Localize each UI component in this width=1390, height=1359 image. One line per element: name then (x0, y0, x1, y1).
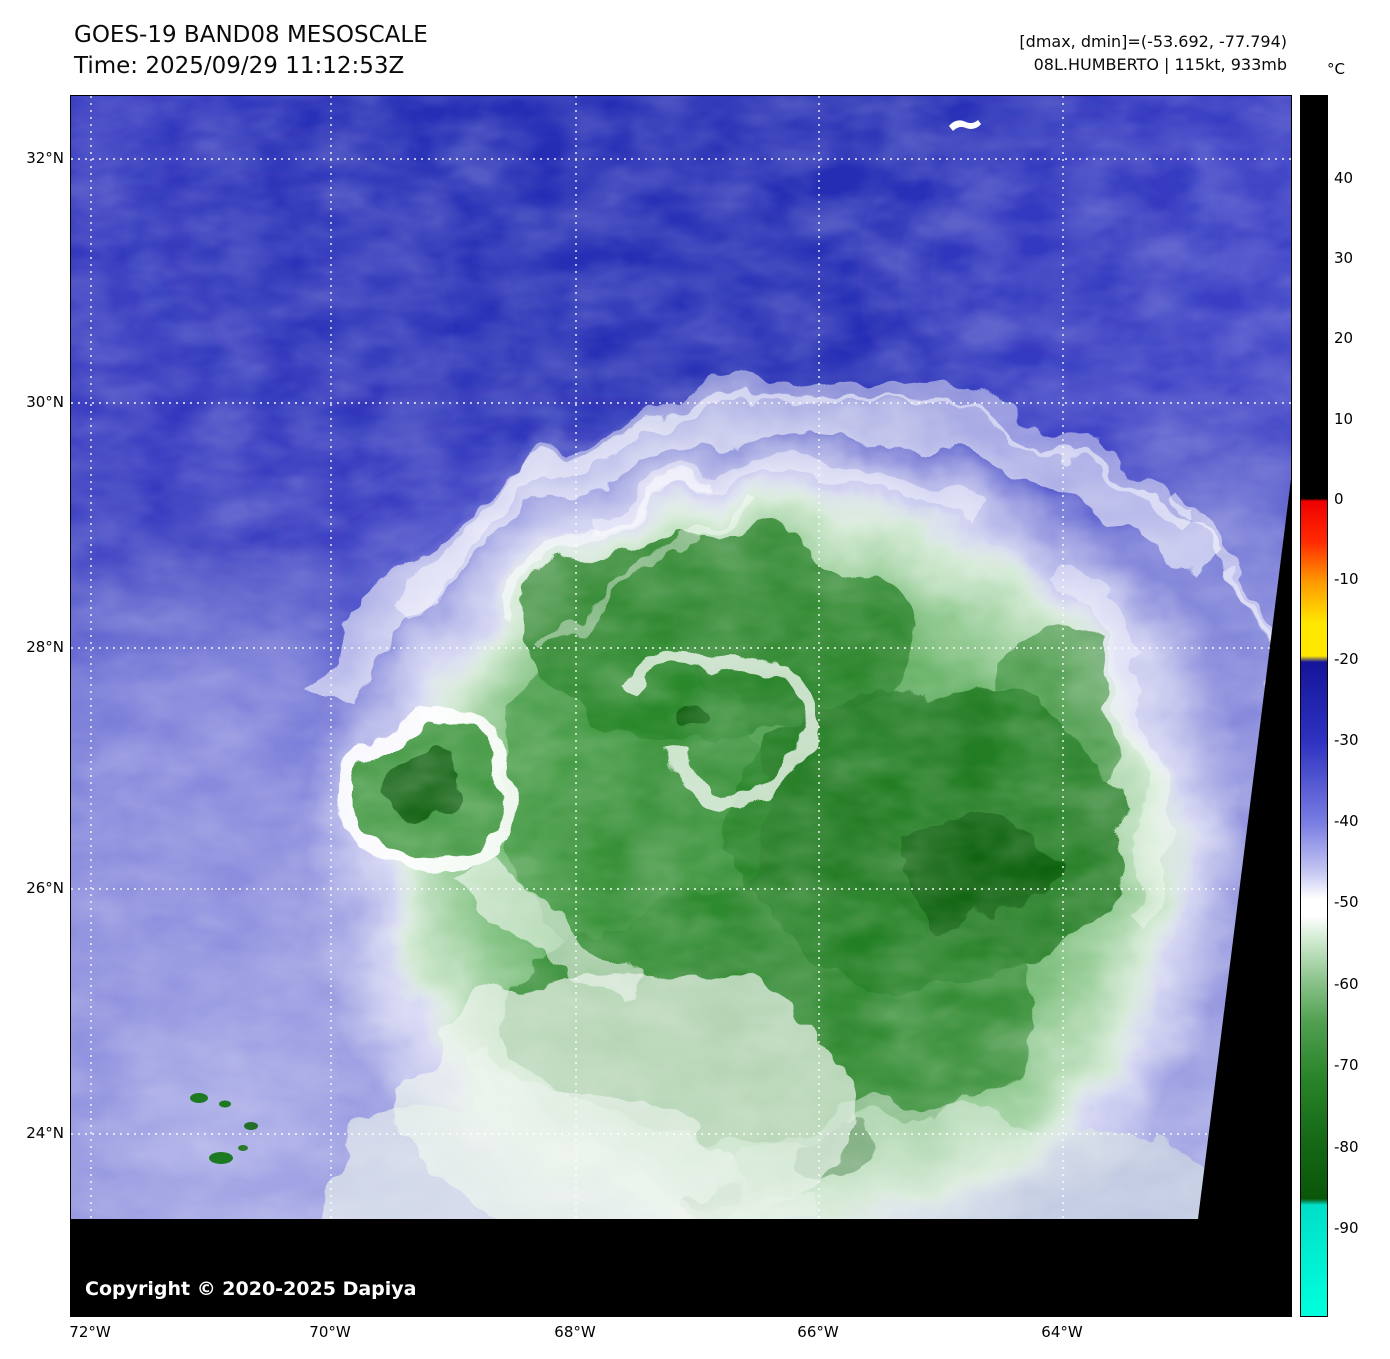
colorbar-tick-label: 40 (1334, 169, 1354, 187)
lon-label: 64°W (1041, 1323, 1083, 1341)
storm-info: 08L.HUMBERTO | 115kt, 933mb (1033, 55, 1287, 74)
lon-label: 66°W (797, 1323, 839, 1341)
page-title: GOES-19 BAND08 MESOSCALE (74, 22, 428, 48)
header-left: GOES-19 BAND08 MESOSCALE Time: 2025/09/2… (74, 20, 428, 82)
bermuda-island (949, 120, 981, 131)
copyright-text: Copyright © 2020-2025 Dapiya (85, 1278, 417, 1300)
lon-label: 72°W (69, 1323, 111, 1341)
lon-label: 70°W (309, 1323, 351, 1341)
colorbar-tick-label: -60 (1334, 975, 1359, 993)
colorbar-tick-label: -90 (1334, 1219, 1359, 1237)
colorbar-tick-label: -30 (1334, 731, 1359, 749)
lat-label: 26°N (26, 879, 64, 897)
colorbar-unit: °C (1327, 60, 1345, 78)
colorbar-tick-label: 10 (1334, 410, 1354, 428)
colorbar-tick-label: -40 (1334, 812, 1359, 830)
small-islands (157, 1070, 285, 1182)
graticule-gridlines (71, 96, 1291, 1316)
lat-label: 28°N (26, 638, 64, 656)
dmax-dmin-readout: [dmax, dmin]=(-53.692, -77.794) (1019, 32, 1287, 51)
colorbar-tick-label: 20 (1334, 329, 1354, 347)
satellite-map: Copyright © 2020-2025 Dapiya (70, 95, 1292, 1317)
sector-edge-mask (1198, 479, 1291, 1219)
lat-label: 32°N (26, 149, 64, 167)
temperature-colorbar (1300, 95, 1328, 1317)
lat-label: 24°N (26, 1124, 64, 1142)
lon-label: 68°W (554, 1323, 596, 1341)
colorbar-tick-label: 0 (1334, 490, 1344, 508)
colorbar-tick-label: -10 (1334, 570, 1359, 588)
colorbar-tick-label: -80 (1334, 1138, 1359, 1156)
header-right: [dmax, dmin]=(-53.692, -77.794) 08L.HUMB… (1019, 30, 1287, 76)
hurricane-scene (71, 96, 1291, 1316)
colorbar-tick-label: -70 (1334, 1056, 1359, 1074)
timestamp: Time: 2025/09/29 11:12:53Z (74, 53, 405, 79)
bottom-data-gap-mask (71, 1219, 1291, 1316)
colorbar-tick-label: -20 (1334, 650, 1359, 668)
lat-label: 30°N (26, 393, 64, 411)
colorbar-tick-label: 30 (1334, 249, 1354, 267)
colorbar-tick-label: -50 (1334, 893, 1359, 911)
